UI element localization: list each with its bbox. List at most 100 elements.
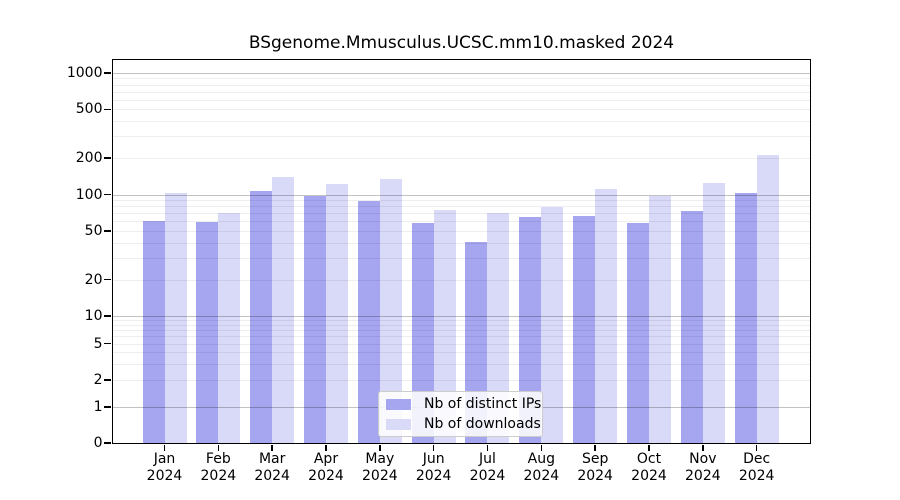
y-tick-mark (104, 108, 111, 111)
bar-distinct-ips (680, 211, 703, 443)
x-tick-label: Sep 2024 (563, 451, 627, 485)
x-tick-label: Oct 2024 (617, 451, 681, 485)
x-tick-month: Aug (527, 451, 555, 467)
y-tick-label: 200 (75, 149, 103, 166)
bar-downloads (487, 213, 510, 443)
bar-downloads (433, 210, 456, 443)
y-tick-label: 2 (93, 371, 103, 388)
gridline-minor (112, 136, 810, 138)
x-tick-month: Jul (479, 451, 496, 467)
y-tick-mark (104, 157, 111, 159)
bar-distinct-ips (196, 222, 219, 443)
y-tick-label: 1000 (66, 64, 103, 81)
plot-area: 0 1 2 5 10 20 50 100 200 500 1000 Jan 2024 Feb 2024 Mar… (67, 59, 811, 484)
legend-swatch-distinct-ips-icon (386, 398, 411, 410)
legend-item-distinct-ips: Nb of distinct IPs (386, 396, 542, 412)
gridline-minor (112, 157, 810, 159)
gridline-minor (112, 91, 810, 93)
gridline-minor (112, 121, 810, 123)
bar-downloads (218, 212, 241, 443)
y-tick-mark (104, 342, 111, 345)
x-tick-month: Jun (422, 451, 445, 467)
x-tick-mark (540, 444, 543, 451)
bar-downloads (756, 155, 779, 443)
bar-distinct-ips (303, 195, 326, 443)
bar-distinct-ips (626, 223, 649, 443)
x-tick-label: Aug 2024 (509, 451, 573, 485)
bar-downloads (164, 192, 187, 443)
x-tick-mark (163, 444, 166, 451)
x-tick-month: Nov (689, 451, 717, 467)
y-tick-label: 100 (75, 186, 103, 203)
bar-distinct-ips (519, 217, 542, 443)
x-tick-year: 2024 (469, 468, 506, 484)
x-tick-year: 2024 (685, 468, 721, 484)
x-tick-month: Mar (258, 451, 286, 467)
bar-downloads (595, 189, 618, 443)
legend-label-distinct-ips: Nb of distinct IPs (424, 396, 542, 412)
x-tick-month: Sep (581, 451, 609, 467)
legend-swatch-downloads-icon (386, 418, 411, 430)
x-tick-label: Mar 2024 (240, 451, 304, 485)
gridline-minor (112, 109, 810, 111)
legend: Nb of distinct IPs Nb of downloads (378, 391, 543, 437)
bar-distinct-ips (411, 223, 434, 443)
y-tick-label: 1 (93, 399, 103, 416)
x-tick-month: May (365, 451, 395, 467)
x-tick-month: Apr (313, 451, 339, 467)
y-tick-mark (104, 193, 111, 196)
x-tick-year: 2024 (254, 468, 290, 484)
x-tick-mark (648, 444, 650, 451)
y-tick-mark (104, 315, 111, 317)
y-tick-label: 0 (93, 435, 103, 451)
bar-downloads (325, 183, 348, 443)
bar-downloads (702, 182, 725, 443)
gridline-minor (112, 78, 810, 80)
x-tick-year: 2024 (523, 468, 560, 484)
x-tick-year: 2024 (200, 468, 237, 484)
x-tick-month: Jan (153, 451, 176, 467)
x-tick-label: Feb 2024 (186, 451, 250, 485)
x-tick-year: 2024 (146, 468, 183, 484)
y-tick-mark (104, 379, 111, 381)
x-tick-mark (325, 444, 327, 451)
bar-downloads (541, 206, 564, 443)
bar-distinct-ips (734, 193, 757, 443)
x-tick-month: Feb (205, 451, 231, 467)
x-tick-mark (594, 444, 596, 451)
x-tick-mark (702, 444, 704, 451)
y-tick-label: 10 (84, 308, 103, 325)
x-tick-mark (271, 444, 273, 451)
x-tick-year: 2024 (631, 468, 667, 484)
x-tick-label: Jul 2024 (455, 451, 519, 485)
gridline-major (112, 72, 810, 74)
y-tick-label: 500 (75, 101, 103, 118)
legend-label-downloads: Nb of downloads (424, 416, 541, 432)
y-tick-mark (104, 406, 111, 408)
bar-downloads (272, 176, 295, 443)
bar-downloads (648, 195, 671, 443)
chart-title: BSgenome.Mmusculus.UCSC.mm10.masked 2024 (248, 33, 675, 53)
bar-distinct-ips (357, 201, 380, 443)
x-tick-mark (379, 444, 381, 451)
bar-distinct-ips (573, 216, 596, 443)
x-tick-month: Dec (743, 451, 771, 467)
y-tick-label: 50 (84, 223, 103, 240)
bar-distinct-ips (250, 190, 273, 443)
x-tick-label: Jun 2024 (402, 451, 466, 485)
bar-downloads (379, 178, 402, 443)
gridline-minor (112, 99, 810, 101)
x-tick-label: Apr 2024 (294, 451, 358, 485)
x-tick-month: Oct (636, 451, 662, 467)
x-tick-year: 2024 (362, 468, 398, 484)
y-tick-mark (104, 230, 111, 232)
y-tick-label: 20 (84, 271, 103, 288)
y-tick-label: 5 (93, 335, 103, 352)
gridline-minor (112, 84, 810, 86)
y-tick-mark (104, 442, 111, 444)
x-tick-mark (217, 444, 220, 451)
y-tick-mark (104, 278, 111, 281)
x-tick-label: Jan 2024 (133, 451, 197, 485)
x-tick-mark (755, 444, 758, 451)
